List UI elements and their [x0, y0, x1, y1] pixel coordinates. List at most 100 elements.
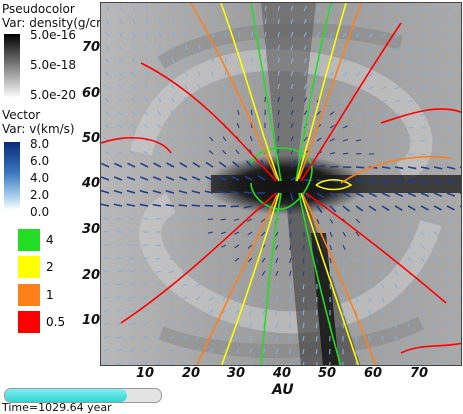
x-tick-70: 70 — [410, 366, 429, 381]
velocity-arrow — [420, 7, 426, 12]
velocity-arrow — [394, 99, 401, 103]
velocity-arrow — [407, 218, 413, 223]
y-tick-60: 60 — [82, 86, 101, 101]
velocity-arrow — [329, 32, 334, 38]
velocity-arrow — [170, 84, 175, 90]
velocity-arrow — [237, 109, 240, 116]
velocity-arrow — [185, 5, 188, 12]
velocity-arrow — [316, 218, 320, 224]
velocity-arrow — [261, 296, 266, 302]
velocity-arrow — [248, 296, 253, 302]
velocity-arrow — [316, 6, 321, 12]
velocity-arrow — [218, 161, 227, 168]
velocity-arrow — [204, 190, 214, 194]
velocity-vector-field — [101, 5, 461, 365]
vector-tick-3: 2.0 — [30, 188, 50, 202]
pseudocolor-tick-mid: 5.0e-18 — [30, 58, 77, 72]
vector-tick-4: 0.0 — [30, 205, 50, 219]
velocity-arrow — [194, 244, 201, 247]
velocity-arrow — [433, 244, 439, 249]
time-slider[interactable] — [4, 388, 162, 403]
velocity-arrow — [275, 257, 279, 263]
velocity-arrow — [302, 296, 305, 303]
velocity-arrow — [191, 176, 201, 181]
velocity-arrow — [289, 361, 292, 365]
velocity-arrow — [329, 244, 333, 251]
velocity-arrow — [316, 192, 325, 199]
contour-1-right-upper — [298, 3, 362, 180]
velocity-arrow — [446, 21, 452, 25]
velocity-arrow — [277, 18, 281, 25]
velocity-arrow — [129, 283, 136, 286]
velocity-arrow — [407, 244, 413, 250]
velocity-arrow — [303, 136, 308, 142]
velocity-arrow — [394, 296, 398, 303]
velocity-arrow — [155, 283, 162, 287]
velocity-arrow — [342, 244, 346, 250]
velocity-arrow — [381, 218, 387, 223]
velocity-arrow — [355, 309, 358, 316]
velocity-arrow — [315, 335, 318, 342]
velocity-arrow — [196, 123, 201, 129]
velocity-arrow — [235, 335, 240, 341]
velocity-arrow — [234, 257, 240, 262]
velocity-arrow — [158, 31, 162, 38]
velocity-arrow — [251, 18, 254, 25]
velocity-arrow — [459, 9, 461, 12]
velocity-arrow — [264, 5, 267, 12]
velocity-arrow — [171, 57, 175, 64]
velocity-arrow — [368, 270, 372, 277]
velocity-arrow — [264, 31, 267, 38]
velocity-arrow — [420, 166, 430, 170]
x-tick-40: 40 — [273, 366, 292, 381]
velocity-arrow — [394, 283, 398, 289]
velocity-arrow — [446, 60, 453, 64]
time-slider-fill — [5, 389, 127, 402]
y-tick-50: 50 — [82, 131, 101, 146]
velocity-arrow — [407, 192, 417, 198]
contour-4-left-upper — [250, 3, 282, 182]
velocity-arrow — [211, 31, 214, 38]
velocity-arrow — [355, 322, 358, 329]
velocity-arrow — [381, 33, 387, 38]
contour-swatch-1 — [18, 284, 40, 306]
vector-tick-0: 8.0 — [30, 137, 50, 151]
velocity-arrow — [420, 34, 426, 38]
velocity-arrow — [171, 71, 175, 77]
velocity-arrow — [420, 361, 423, 365]
velocity-arrow — [234, 244, 240, 249]
velocity-arrow — [368, 205, 377, 212]
velocity-arrow — [184, 70, 188, 77]
velocity-arrow — [368, 361, 370, 365]
velocity-arrow — [407, 205, 416, 211]
density-plot[interactable] — [100, 2, 462, 366]
velocity-arrow — [261, 231, 266, 237]
velocity-arrow — [315, 348, 318, 355]
velocity-arrow — [156, 150, 162, 155]
velocity-arrow — [204, 175, 214, 181]
velocity-arrow — [166, 162, 175, 168]
velocity-arrow — [355, 45, 361, 51]
velocity-arrow — [316, 164, 326, 168]
velocity-arrow — [231, 175, 240, 181]
velocity-arrow — [355, 231, 360, 237]
velocity-arrow — [381, 296, 385, 303]
velocity-arrow — [178, 204, 188, 207]
spiral-arm-lower — [139, 193, 442, 334]
velocity-arrow — [257, 174, 266, 181]
contour-4-right-lower — [298, 192, 342, 365]
velocity-arrow — [289, 257, 292, 264]
velocity-arrow — [433, 87, 440, 90]
velocity-arrow — [117, 111, 123, 116]
velocity-arrow — [261, 283, 266, 289]
velocity-arrow — [132, 18, 136, 25]
velocity-arrow — [130, 361, 136, 365]
velocity-arrow — [329, 231, 333, 237]
velocity-arrow — [342, 85, 348, 90]
velocity-arrow — [198, 18, 201, 25]
velocity-arrow — [394, 218, 400, 223]
velocity-arrow — [140, 162, 149, 168]
velocity-arrow — [131, 97, 136, 103]
velocity-arrow — [342, 152, 349, 155]
velocity-arrow — [158, 18, 162, 25]
